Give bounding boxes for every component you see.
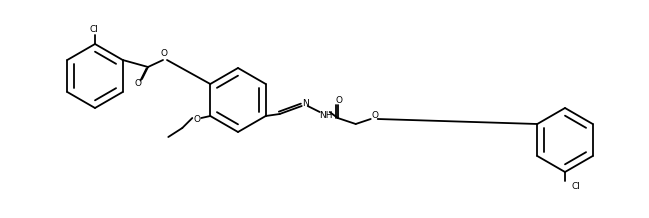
Text: O: O (336, 95, 342, 104)
Text: NH: NH (319, 111, 332, 119)
Text: Cl: Cl (90, 26, 99, 34)
Text: Cl: Cl (572, 182, 581, 191)
Text: O: O (194, 114, 201, 124)
Text: O: O (371, 111, 378, 119)
Text: O: O (160, 48, 167, 58)
Text: O: O (134, 80, 141, 89)
Text: N: N (302, 99, 309, 107)
